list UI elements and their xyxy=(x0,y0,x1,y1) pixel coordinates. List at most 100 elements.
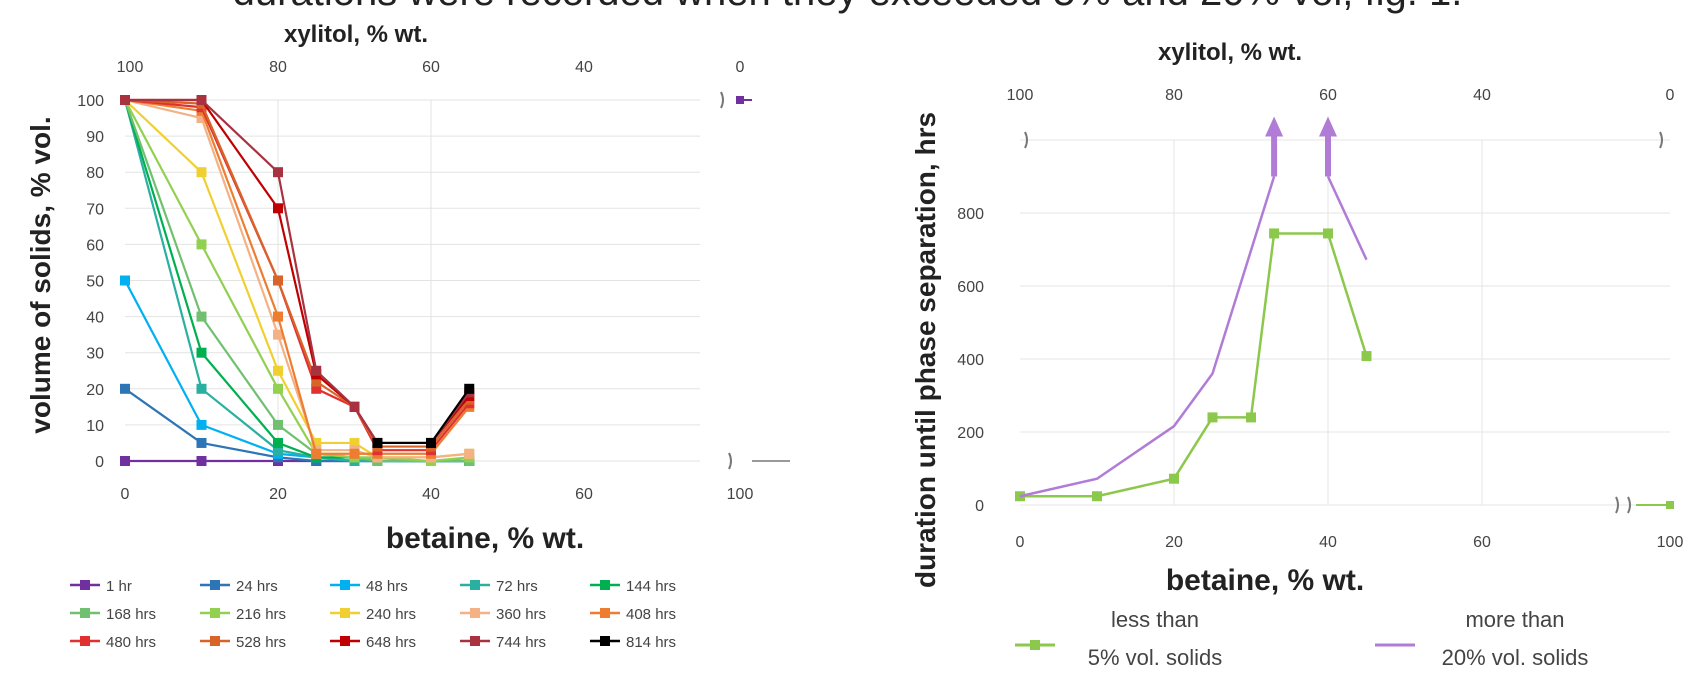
chart1-legend-label: 24 hrs xyxy=(236,578,278,595)
chart1-y-tick-label: 50 xyxy=(86,274,104,291)
chart1-data-point xyxy=(426,437,436,448)
chart1-series-line xyxy=(124,98,471,448)
chart1-data-point xyxy=(311,365,322,376)
chart2-legend-label-line2: 5% vol. solids xyxy=(1088,645,1223,670)
chart1-data-point xyxy=(273,167,283,178)
chart2-data-point xyxy=(1092,491,1102,502)
chart1-legend-swatch-marker xyxy=(210,580,220,590)
chart1-y-tick-label: 30 xyxy=(86,346,104,363)
chart1-data-point xyxy=(273,311,283,322)
chart2-y-axis-label: duration until phase separation, hrs xyxy=(910,112,941,588)
chart1-y-tick-label: 90 xyxy=(86,129,104,146)
chart1-data-point xyxy=(273,383,283,394)
chart2-series-line xyxy=(1019,176,1276,498)
chart1-data-point xyxy=(372,437,383,448)
chart1-data-point xyxy=(311,437,322,448)
figure-caption: durations were recorded when they exceed… xyxy=(0,0,1695,15)
chart1-data-point xyxy=(196,456,207,466)
chart2-data-point xyxy=(1361,351,1372,362)
chart1-data-point xyxy=(273,419,283,430)
chart1-legend-swatch-marker xyxy=(600,636,610,646)
chart2-y-tick-label: 200 xyxy=(957,425,984,442)
chart2-x-axis-label: betaine, % wt. xyxy=(1166,564,1364,597)
chart1-y-tick-label: 60 xyxy=(86,237,104,254)
chart1-y-tick-label: 70 xyxy=(86,201,104,218)
chart2-top-tick-label: 40 xyxy=(1473,87,1491,104)
chart1-legend-swatch-marker xyxy=(340,636,350,646)
chart1-series-line xyxy=(124,279,470,463)
chart1-x-tick-label: 0 xyxy=(121,486,130,503)
chart1-top-tick-label: 60 xyxy=(422,59,440,76)
chart2-y-tick-label: 400 xyxy=(957,352,984,369)
chart1-data-point xyxy=(349,437,360,448)
chart2-legend-label-line2: 20% vol. solids xyxy=(1442,645,1589,670)
chart1-x-tick-label: 40 xyxy=(422,486,440,503)
chart1-series-line xyxy=(124,99,470,463)
chart1-legend-label: 144 hrs xyxy=(626,578,676,595)
chart1-x-axis-label: betaine, % wt. xyxy=(386,522,584,555)
chart1-legend-swatch-marker xyxy=(470,580,480,590)
chart1-legend-label: 216 hrs xyxy=(236,606,286,623)
chart1-x-tick-label: 60 xyxy=(575,486,593,503)
chart1-legend-swatch-marker xyxy=(600,580,610,590)
chart1-break-point xyxy=(736,96,744,104)
chart1-y-tick-label: 100 xyxy=(77,93,104,110)
chart1-series xyxy=(120,91,790,470)
chart2-series-line xyxy=(1020,232,1368,498)
chart1-data-point xyxy=(196,167,207,178)
chart1-y-tick-label: 20 xyxy=(86,382,104,399)
chart1-legend: 1 hr 24 hrs 48 hrs 72 hrs 144 hrs 168 hrs 216 … xyxy=(70,578,676,651)
chart2-top-tick-label: 0 xyxy=(1666,87,1675,104)
chart1-data-point xyxy=(120,383,130,394)
chart1-data-point xyxy=(196,347,207,358)
chart2-data-point xyxy=(1269,228,1280,239)
chart2-axis-break-mark xyxy=(1615,496,1619,514)
chart1-data-point xyxy=(349,448,360,459)
chart1-top-tick-label: 0 xyxy=(736,59,745,76)
chart1-y-tick-label: 80 xyxy=(86,165,104,182)
chart1-axis-break-mark xyxy=(720,91,724,109)
chart1-series-line xyxy=(124,98,470,459)
chart1-data-point xyxy=(273,329,283,340)
chart2-data-point xyxy=(1207,412,1218,423)
chart1-data-point xyxy=(464,448,475,459)
chart2-series-line xyxy=(1326,175,1368,261)
chart1-data-point xyxy=(349,401,360,412)
chart1-legend-swatch-marker xyxy=(600,608,610,618)
chart1-y-tick-label: 10 xyxy=(86,418,104,435)
chart1-data-point xyxy=(120,95,130,105)
chart1-top-tick-label: 40 xyxy=(575,59,593,76)
chart1-data-point xyxy=(311,448,322,459)
chart2-break-point xyxy=(1666,501,1674,509)
chart1-legend-swatch-marker xyxy=(340,580,350,590)
chart1-data-point xyxy=(311,383,322,394)
chart1-legend-label: 48 hrs xyxy=(366,578,408,595)
chart1-series-line xyxy=(124,98,471,452)
chart2-top-tick-label: 100 xyxy=(1007,87,1034,104)
chart1-data-point xyxy=(120,456,130,466)
chart1-data-point xyxy=(196,419,207,430)
chart1-top-axis-label: xylitol, % wt. xyxy=(284,21,428,48)
chart2-legend: less than 5% vol. solids more than 20% vol.… xyxy=(1015,607,1588,670)
chart1-y-tick-label: 40 xyxy=(86,310,104,327)
chart2-data-point xyxy=(1169,473,1179,484)
chart1-data-point xyxy=(273,437,283,448)
chart1-y-axis-label: volume of solids, % vol. xyxy=(25,116,56,433)
chart1-x-tick-label: 20 xyxy=(269,486,287,503)
chart2-axis-break-mark xyxy=(1627,496,1631,514)
chart2-data-point xyxy=(1323,228,1333,239)
chart2-x-tick-label: 0 xyxy=(1016,534,1025,551)
chart1-data-point xyxy=(196,383,207,394)
chart2-legend-swatch-marker xyxy=(1030,640,1040,650)
chart1-axis-break-mark xyxy=(728,452,732,470)
chart1-data-point xyxy=(464,383,475,394)
chart1-legend-label: 360 hrs xyxy=(496,606,546,623)
chart2-y-tick-label: 600 xyxy=(957,279,984,296)
chart1-legend-swatch-marker xyxy=(80,608,90,618)
chart2-top-tick-label: 60 xyxy=(1319,87,1337,104)
chart1-legend-label: 480 hrs xyxy=(106,634,156,651)
chart1-data-point xyxy=(196,437,207,448)
